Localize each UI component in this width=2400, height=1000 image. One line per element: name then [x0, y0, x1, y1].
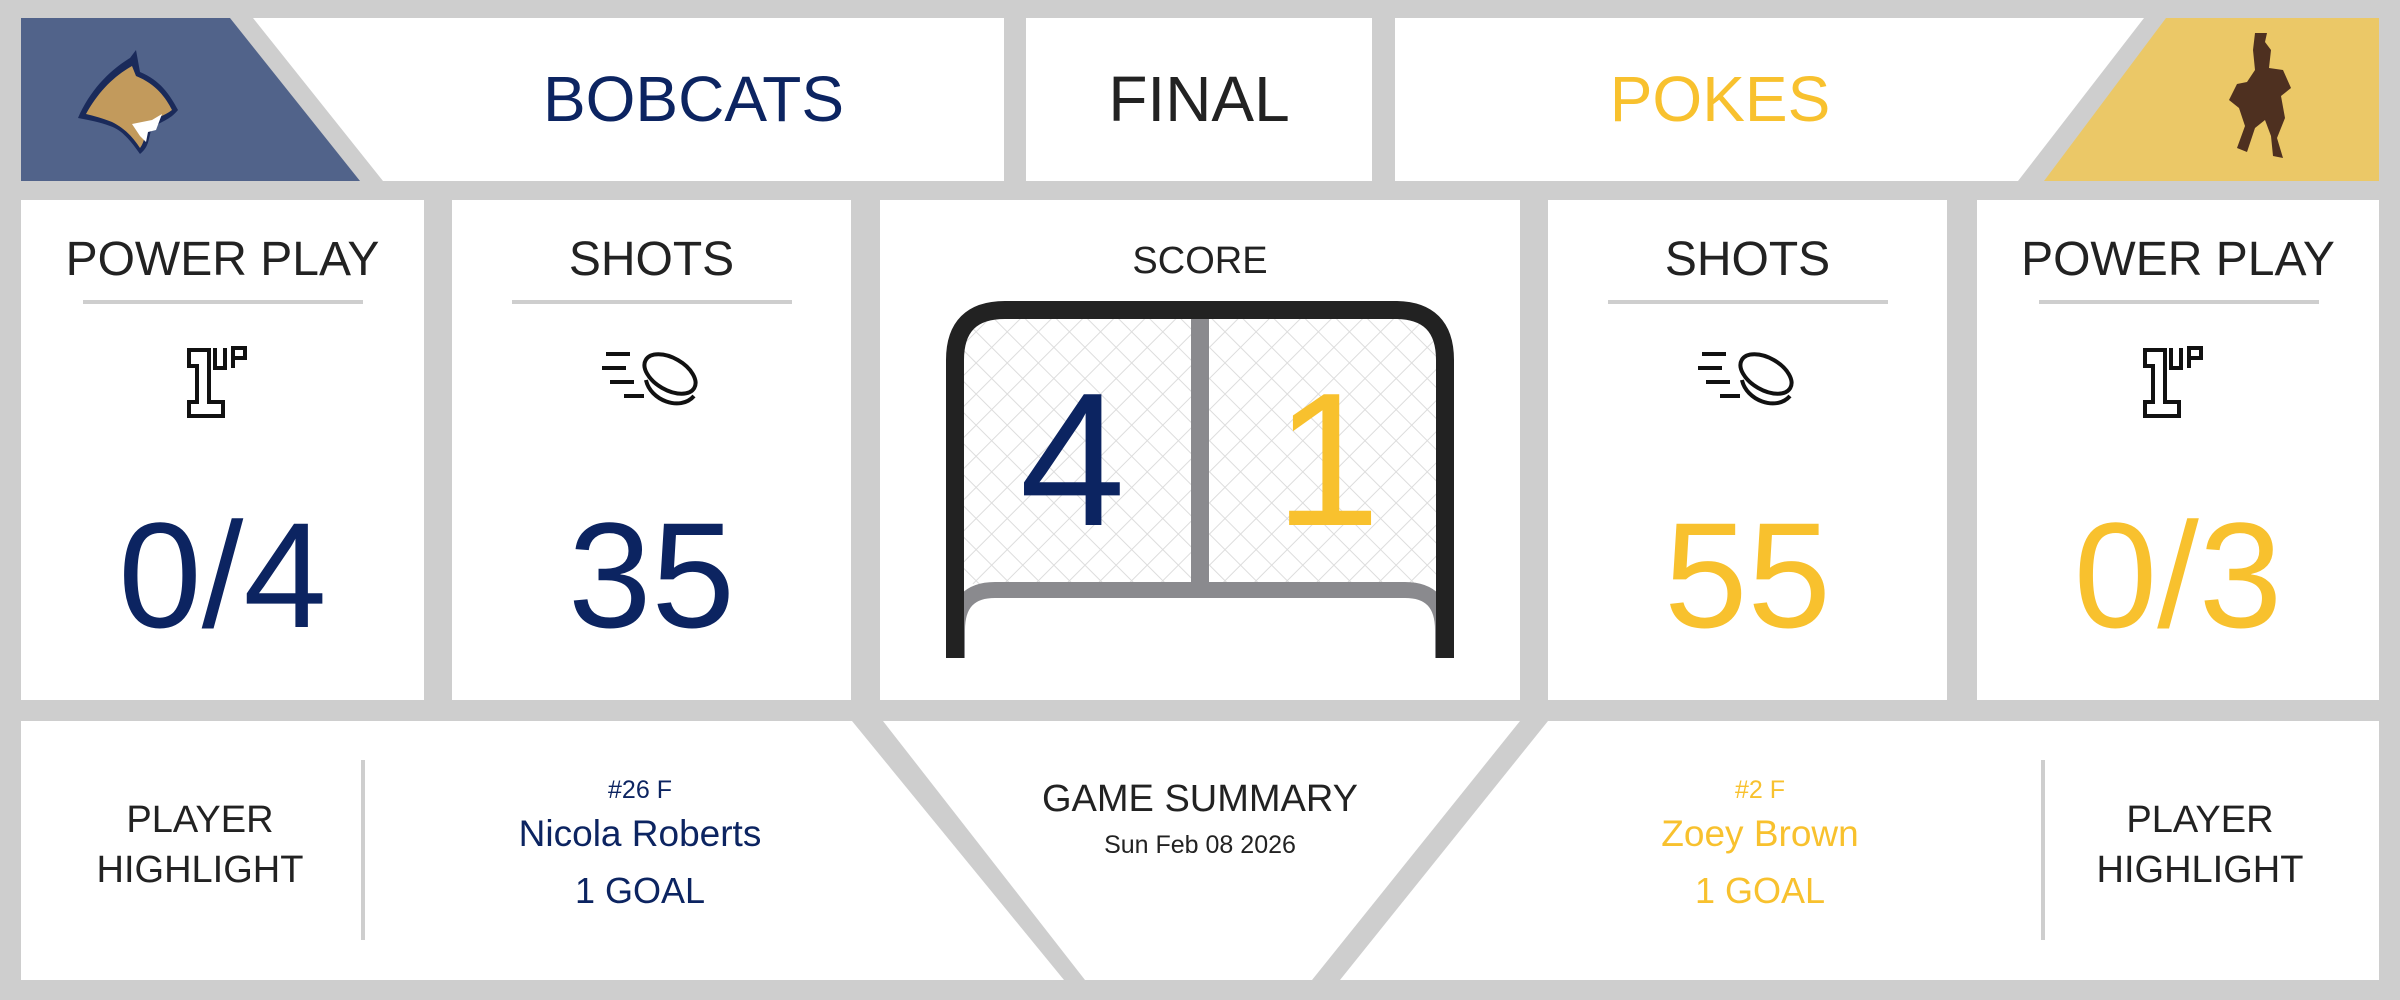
away-team-panel — [1395, 18, 2144, 181]
home-power-play-panel: POWER PLAY 0/4 — [21, 200, 424, 700]
home-power-play-value: 0/4 — [118, 491, 327, 659]
home-team-panel — [253, 18, 1004, 181]
home-shots-panel: SHOTS 35 — [452, 200, 851, 700]
shots-label: SHOTS — [1664, 233, 1831, 286]
away-player-highlight: #2 F Zoey Brown 1 GOAL — [1560, 775, 1960, 919]
highlight-label-line1: PLAYER — [126, 799, 274, 841]
puck-icon — [1698, 352, 1794, 406]
bucking-horse-logo — [2229, 33, 2291, 158]
away-score: 1 — [1274, 354, 1381, 566]
away-team-name: POKES — [1609, 63, 1831, 135]
player-number: #26 F — [608, 776, 672, 804]
highlight-label-line1: PLAYER — [2126, 799, 2274, 841]
away-power-play-panel: POWER PLAY 0/3 — [1977, 200, 2379, 700]
divider — [361, 760, 365, 940]
away-logo-panel — [2044, 18, 2379, 181]
away-shots-panel: SHOTS 55 — [1548, 200, 1947, 700]
player-name: Zoey Brown — [1661, 813, 1859, 854]
puck-icon — [602, 352, 698, 406]
player-name: Nicola Roberts — [518, 813, 762, 854]
score-label: SCORE — [1132, 240, 1268, 282]
home-score: 4 — [1019, 354, 1126, 566]
score-panel: SCORE 4 1 — [880, 200, 1520, 700]
home-team-name: BOBCATS — [542, 63, 845, 135]
home-logo-panel — [21, 18, 360, 181]
player-number: #2 F — [1734, 776, 1786, 804]
away-highlight-panel — [1340, 721, 2379, 980]
home-highlight-panel — [21, 721, 1064, 980]
divider — [2041, 760, 2045, 940]
game-summary[interactable]: GAME SUMMARY Sun Feb 08 2026 — [1000, 776, 1400, 868]
bobcat-logo — [78, 50, 178, 154]
player-stat: 1 GOAL — [1694, 870, 1826, 911]
away-shots-value: 55 — [1664, 491, 1831, 659]
player-stat: 1 GOAL — [574, 870, 706, 911]
status-panel — [1026, 18, 1372, 181]
highlight-label-line2: HIGHLIGHT — [2096, 849, 2304, 891]
1up-icon — [2143, 346, 2203, 418]
home-player-highlight: #26 F Nicola Roberts 1 GOAL — [440, 775, 840, 919]
home-highlight-label: PLAYER HIGHLIGHT — [40, 795, 360, 895]
summary-panel — [883, 721, 1520, 980]
away-power-play-value: 0/3 — [2073, 491, 2283, 659]
game-status: FINAL — [1108, 63, 1290, 135]
game-summary-title[interactable]: GAME SUMMARY — [1041, 778, 1358, 820]
home-shots-value: 35 — [568, 491, 735, 659]
highlight-label-line2: HIGHLIGHT — [96, 849, 304, 891]
1up-icon — [187, 346, 247, 418]
hockey-net-icon — [946, 301, 1454, 658]
shots-label: SHOTS — [568, 233, 735, 286]
power-play-label: POWER PLAY — [65, 233, 380, 286]
game-date: Sun Feb 08 2026 — [1104, 831, 1296, 859]
power-play-label: POWER PLAY — [2021, 233, 2335, 286]
away-highlight-label: PLAYER HIGHLIGHT — [2040, 795, 2360, 895]
